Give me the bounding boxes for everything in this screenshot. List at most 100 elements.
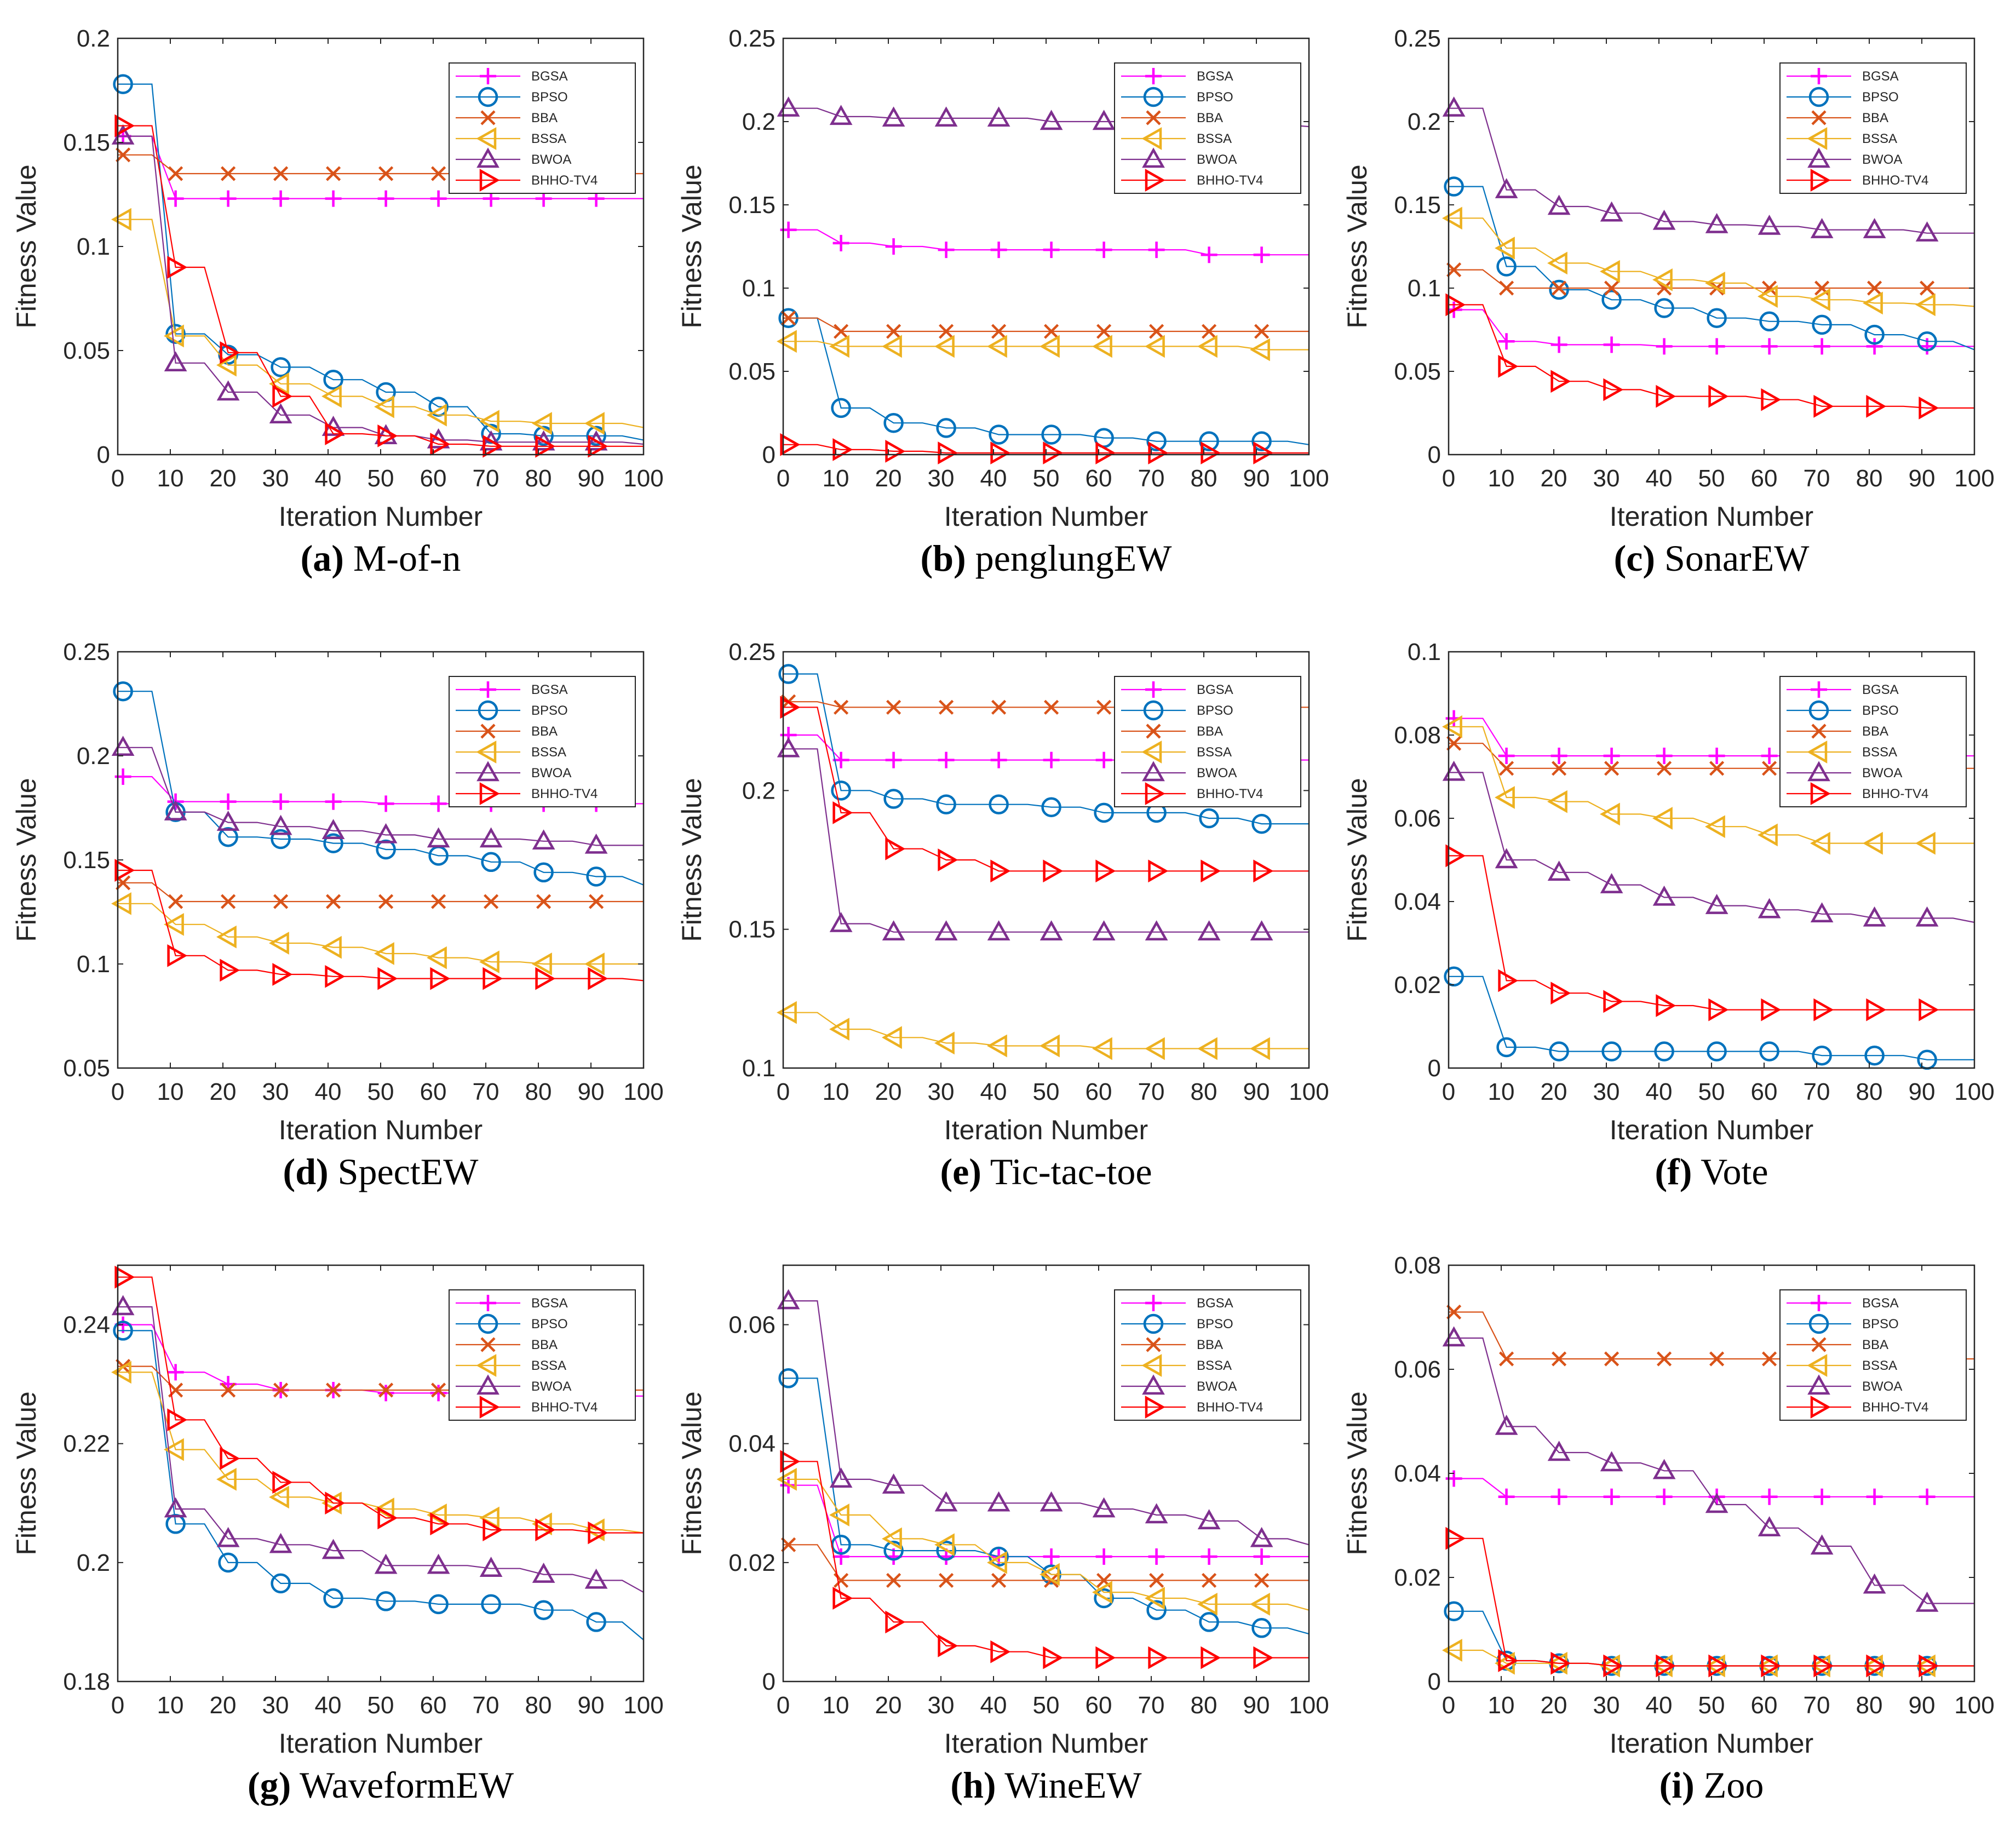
- data-point-bwoa: [374, 823, 398, 843]
- data-point-bba: [1149, 324, 1164, 339]
- data-point-bpso: [271, 1573, 291, 1594]
- series-line-bgsa: [1449, 309, 1974, 347]
- x-tick-label: 0: [1442, 1078, 1455, 1105]
- data-point-bwoa: [1040, 110, 1063, 130]
- caption-letter: (i): [1659, 1764, 1695, 1806]
- x-tick-label: 70: [1138, 1692, 1165, 1719]
- x-tick-label: 0: [1442, 465, 1455, 492]
- legend-marker-bwoa: [476, 147, 499, 168]
- data-point-bhho-tv4: [1445, 1526, 1466, 1550]
- caption-letter: (a): [300, 537, 344, 579]
- x-axis-label: Iteration Number: [944, 501, 1148, 532]
- data-point-bwoa: [1197, 920, 1221, 940]
- data-point-bpso: [218, 1552, 238, 1573]
- data-point-bhho-tv4: [220, 1447, 240, 1470]
- legend-label: BBA: [1197, 111, 1223, 125]
- data-point-bba: [431, 166, 446, 181]
- data-point-bhho-tv4: [588, 1521, 608, 1545]
- caption-name: Tic-tac-toe: [981, 1151, 1152, 1192]
- data-point-bba: [273, 894, 289, 909]
- x-tick-label: 60: [420, 1078, 447, 1105]
- data-point-bba: [886, 1572, 901, 1588]
- y-tick-label: 0.05: [1394, 358, 1441, 385]
- caption-name: penglungEW: [966, 537, 1172, 579]
- data-point-bssa: [777, 1001, 797, 1024]
- legend-marker-bhho-tv4: [1810, 169, 1831, 192]
- data-point-bssa: [934, 1533, 955, 1557]
- y-tick-label: 0.15: [63, 847, 110, 874]
- series-line-bgsa: [118, 135, 644, 199]
- data-point-bba: [1202, 324, 1217, 339]
- data-point-bwoa: [1145, 1503, 1168, 1524]
- data-point-bssa: [882, 1026, 902, 1049]
- legend-marker-bhho-tv4: [1145, 169, 1165, 192]
- data-point-bba: [1499, 761, 1514, 776]
- x-tick-label: 70: [473, 465, 499, 492]
- data-point-bwoa: [1250, 1526, 1273, 1547]
- legend-label: BPSO: [1862, 703, 1899, 718]
- caption-name: WaveformEW: [291, 1764, 514, 1806]
- data-point-bpso: [936, 1540, 956, 1561]
- data-point-bssa: [321, 384, 342, 408]
- data-point-bwoa: [269, 403, 292, 424]
- y-tick-label: 0.05: [63, 337, 110, 364]
- data-point-bwoa: [1810, 1534, 1834, 1555]
- data-point-bwoa: [934, 106, 958, 127]
- x-tick-label: 90: [578, 1078, 605, 1105]
- x-tick-label: 70: [473, 1692, 499, 1719]
- x-tick-label: 30: [928, 1692, 955, 1719]
- data-point-bssa: [374, 1497, 394, 1521]
- y-axis-label: Fitness Value: [676, 778, 707, 942]
- data-point-bhho-tv4: [1656, 994, 1676, 1017]
- data-point-bba: [1096, 324, 1112, 339]
- x-tick-label: 50: [367, 1692, 394, 1719]
- x-tick-label: 20: [210, 1692, 237, 1719]
- legend-label: BBA: [531, 1338, 558, 1352]
- legend-marker-bpso: [1143, 87, 1164, 107]
- x-tick-label: 40: [315, 1078, 342, 1105]
- x-tick-label: 40: [315, 1692, 342, 1719]
- data-point-bba: [273, 1382, 289, 1398]
- y-tick-label: 0: [97, 441, 110, 468]
- x-tick-label: 80: [1856, 465, 1883, 492]
- data-point-bgsa: [990, 751, 1007, 768]
- data-point-bhho-tv4: [325, 422, 346, 445]
- data-point-bgsa: [1043, 242, 1060, 259]
- data-point-bwoa: [987, 106, 1010, 127]
- data-point-bssa: [479, 410, 499, 433]
- data-point-bhho-tv4: [483, 967, 503, 990]
- y-tick-label: 0.2: [77, 743, 110, 770]
- legend-marker-bwoa: [1142, 1374, 1165, 1395]
- legend-marker-bgsa: [1811, 68, 1827, 84]
- chart-panel-f: 0 10 20 30 40 50 60 70 80 90 100 0 0.02 0.04 0.06 0.08 0…: [1342, 639, 1995, 1145]
- legend-marker-bpso: [478, 700, 498, 721]
- data-point-bwoa: [479, 1557, 503, 1577]
- x-tick-label: 40: [980, 1078, 1007, 1105]
- data-point-bhho-tv4: [1813, 1654, 1834, 1678]
- y-tick-label: 0.25: [728, 639, 776, 665]
- data-point-bba: [1657, 1351, 1672, 1367]
- data-point-bssa: [1040, 1034, 1060, 1058]
- x-tick-label: 90: [1909, 1078, 1936, 1105]
- data-point-bpso: [533, 1600, 554, 1620]
- data-point-bhho-tv4: [588, 967, 608, 990]
- legend-label: BHHO-TV4: [1862, 787, 1928, 801]
- data-point-bhho-tv4: [377, 424, 398, 447]
- x-tick-label: 0: [111, 1692, 124, 1719]
- data-point-bhho-tv4: [1445, 844, 1466, 868]
- data-point-bhho-tv4: [1761, 1654, 1782, 1678]
- data-point-bwoa: [164, 1497, 187, 1518]
- x-tick-label: 60: [1751, 465, 1778, 492]
- data-point-bpso: [1146, 431, 1167, 451]
- data-point-bba: [221, 1382, 236, 1398]
- data-point-bwoa: [777, 1289, 800, 1310]
- legend-label: BSSA: [1197, 745, 1232, 760]
- x-tick-label: 100: [1289, 1692, 1329, 1719]
- data-point-bhho-tv4: [377, 967, 398, 990]
- data-point-bba: [991, 324, 1007, 339]
- legend: BGSA BPSO BBA BSSA BWOA BHHO-TV4: [449, 1289, 636, 1421]
- caption-letter: (d): [283, 1151, 329, 1192]
- data-point-bpso: [1496, 1037, 1517, 1058]
- data-point-bhho-tv4: [938, 1634, 958, 1657]
- data-point-bwoa: [532, 430, 555, 451]
